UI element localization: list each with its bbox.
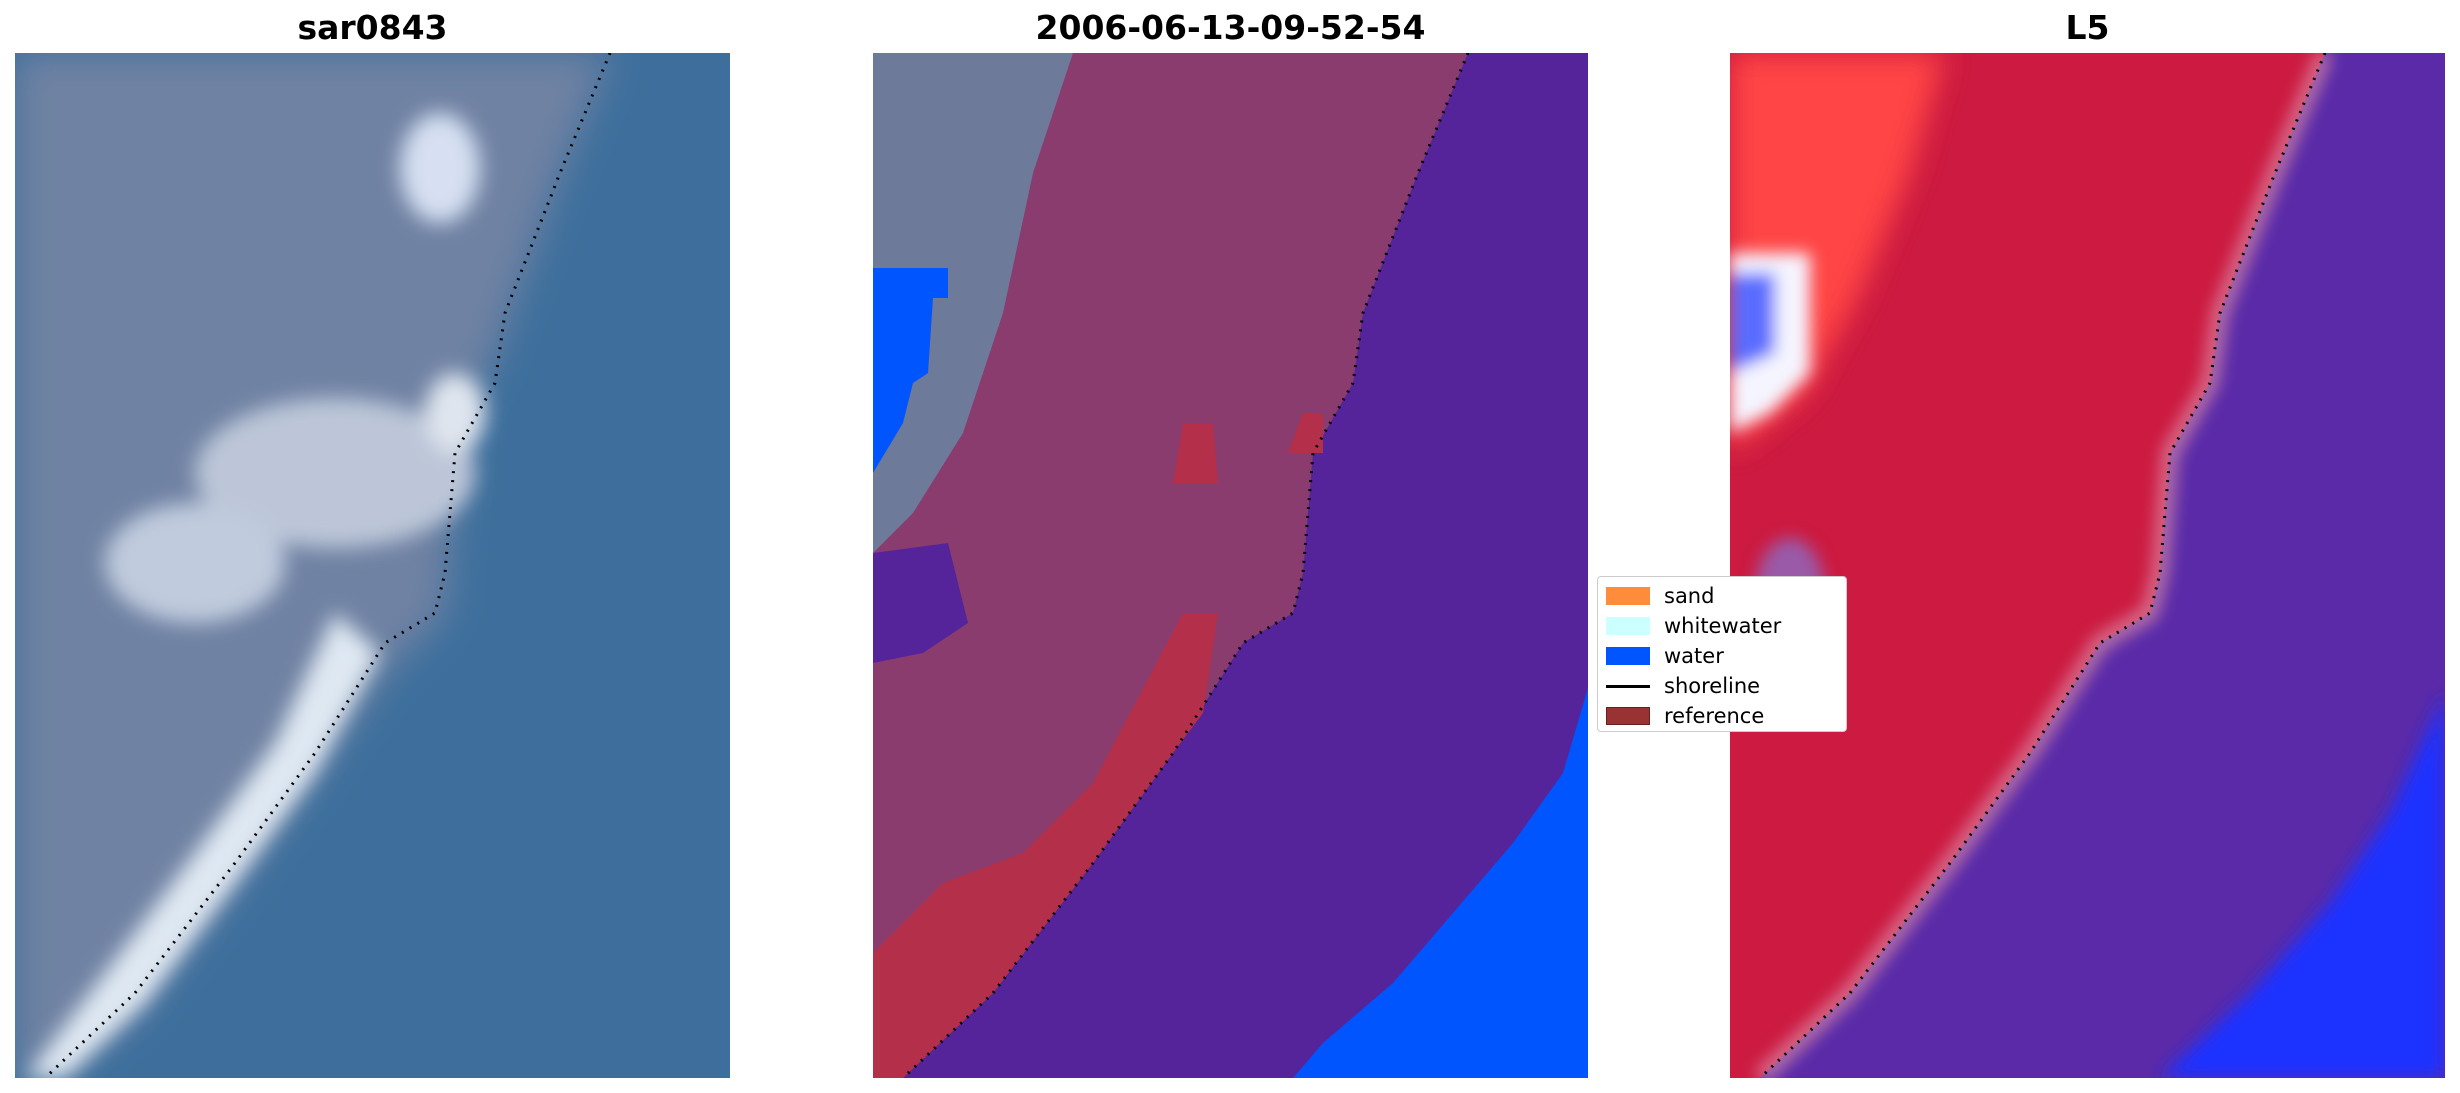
legend-item-water: water [1606, 644, 1724, 668]
class-reference-patch-2 [1288, 413, 1323, 453]
index-blue-area [2160, 693, 2445, 1078]
class-reference [873, 613, 1218, 1078]
rgb-image-panel [15, 53, 730, 1078]
legend: sand whitewater water shoreline referenc… [1597, 576, 1847, 732]
legend-swatch-shoreline [1606, 684, 1650, 688]
class-land [873, 53, 1468, 1078]
legend-swatch-whitewater [1606, 617, 1650, 635]
classification-panel [873, 53, 1588, 1078]
surf-zone [25, 613, 380, 1078]
land-area [15, 53, 610, 1078]
index-land [1730, 53, 2325, 1078]
shoreline-line [1758, 53, 2327, 1078]
class-sea-patch [873, 543, 968, 663]
classification-image [873, 53, 1588, 1078]
legend-label-water: water [1664, 644, 1724, 668]
legend-item-sand: sand [1606, 584, 1714, 608]
class-unclassified [873, 53, 1073, 553]
index-image [1730, 53, 2445, 1078]
legend-swatch-water [1606, 647, 1650, 665]
class-water-inland [873, 268, 948, 473]
panel-title-rgb: sar0843 [297, 8, 448, 47]
legend-item-whitewater: whitewater [1606, 614, 1781, 638]
class-reference-patch [1173, 423, 1218, 483]
panel-title-index: L5 [2065, 8, 2110, 47]
legend-swatch-reference [1606, 707, 1650, 725]
rgb-image [15, 53, 730, 1078]
legend-item-shoreline: shoreline [1606, 674, 1760, 698]
legend-label-whitewater: whitewater [1664, 614, 1782, 638]
legend-label-sand: sand [1664, 584, 1715, 608]
class-water [1293, 688, 1588, 1078]
legend-label-reference: reference [1664, 704, 1765, 728]
legend-item-reference: reference [1606, 704, 1764, 728]
legend-swatch-sand [1606, 587, 1650, 605]
legend-label-shoreline: shoreline [1664, 674, 1761, 698]
index-panel [1730, 53, 2445, 1078]
shoreline-line [43, 53, 612, 1078]
shoreline-line [901, 53, 1470, 1078]
panel-title-classification: 2006-06-13-09-52-54 [1035, 8, 1426, 47]
